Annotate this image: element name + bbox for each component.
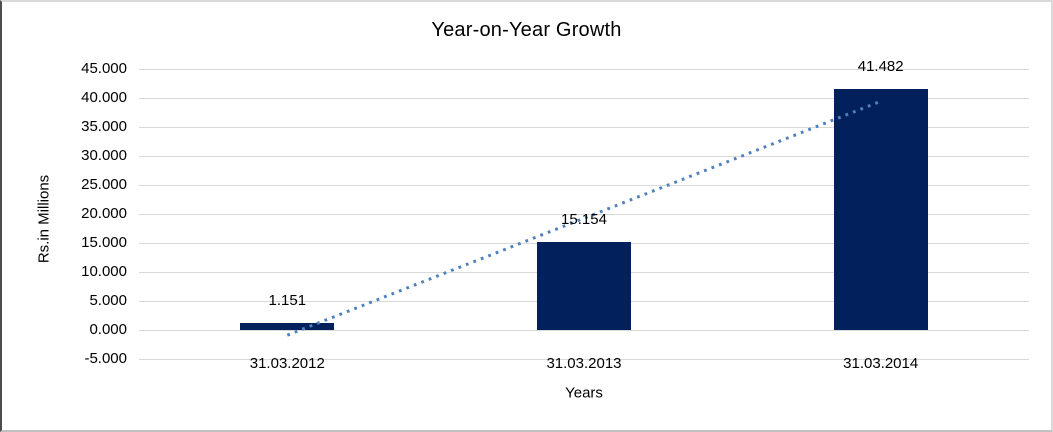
bar-value-label: 41.482 (857, 58, 904, 76)
x-tick-label: 31.03.2012 (249, 355, 325, 372)
bar (833, 89, 928, 330)
y-tick-label: 25.000 (81, 176, 127, 193)
y-tick-label: 30.000 (81, 147, 127, 164)
bar (240, 323, 335, 330)
chart-title: Year-on-Year Growth (431, 19, 622, 41)
y-tick-label: 35.000 (81, 118, 127, 135)
y-tick-label: 5.000 (89, 292, 127, 309)
bar-value-label: 15.154 (561, 211, 607, 229)
y-tick-label: 20.000 (81, 205, 127, 222)
x-axis-title: Years (565, 384, 603, 402)
y-tick-label: 0.000 (89, 321, 127, 338)
y-tick-label: 40.000 (81, 89, 127, 106)
x-tick-label: 31.03.2014 (843, 355, 919, 372)
gridline (139, 359, 1029, 360)
y-tick-label: 10.000 (81, 263, 127, 280)
y-tick-label: -5.000 (84, 350, 127, 367)
gridline (139, 69, 1029, 70)
y-tick-label: 15.000 (81, 234, 127, 251)
bar-value-label: 1.151 (268, 292, 307, 310)
gridline (139, 330, 1029, 331)
x-tick-label: 31.03.2013 (546, 355, 622, 372)
y-tick-label: 45.000 (81, 60, 127, 77)
gridline (139, 98, 1029, 99)
bar (537, 242, 631, 330)
